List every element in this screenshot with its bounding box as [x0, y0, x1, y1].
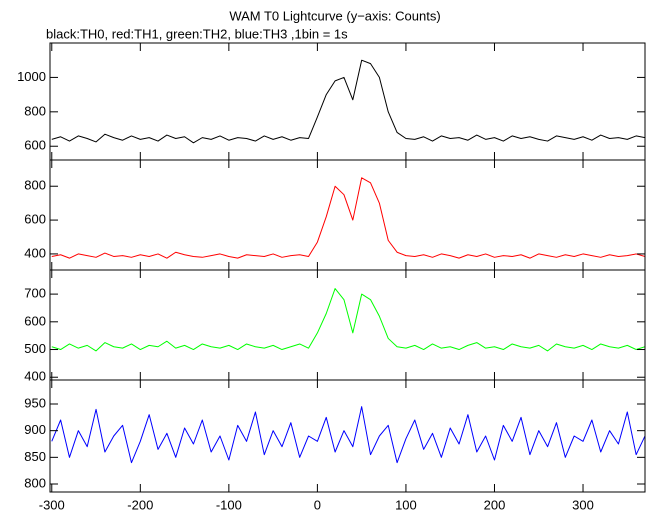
y-tick-label: 950: [24, 395, 46, 410]
y-tick-label: 1000: [17, 69, 46, 84]
x-tick-label: -200: [127, 497, 153, 512]
light-curve: [51, 288, 645, 352]
y-tick-label: 400: [24, 369, 46, 384]
x-tick-label: -100: [216, 497, 242, 512]
y-tick-label: 400: [24, 245, 46, 260]
panel-frame: [49, 42, 646, 161]
light-curve: [51, 59, 645, 144]
y-tick-label: 850: [24, 449, 46, 464]
x-tick-label: 0: [314, 497, 321, 512]
x-tick-label: 300: [572, 497, 594, 512]
panel-frame: [49, 269, 646, 381]
y-tick-label: 500: [24, 341, 46, 356]
panel-frame: [49, 159, 646, 271]
y-tick-label: 800: [24, 178, 46, 193]
y-tick-label: 800: [24, 103, 46, 118]
light-curve: [51, 406, 645, 464]
y-tick-label: 700: [24, 286, 46, 301]
panel-frame: [49, 379, 646, 493]
chart-subtitle: black:TH0, red:TH1, green:TH2, blue:TH3 …: [46, 26, 348, 41]
y-tick-label: 600: [24, 313, 46, 328]
x-tick-label: 200: [484, 497, 506, 512]
y-tick-label: 900: [24, 422, 46, 437]
x-tick-label: -300: [39, 497, 65, 512]
x-tick-label: 100: [395, 497, 417, 512]
light-curve: [51, 177, 645, 259]
y-tick-label: 600: [24, 212, 46, 227]
y-tick-label: 600: [24, 138, 46, 153]
chart-title: WAM T0 Lightcurve (y−axis: Counts): [229, 8, 440, 23]
y-tick-label: 800: [24, 475, 46, 490]
